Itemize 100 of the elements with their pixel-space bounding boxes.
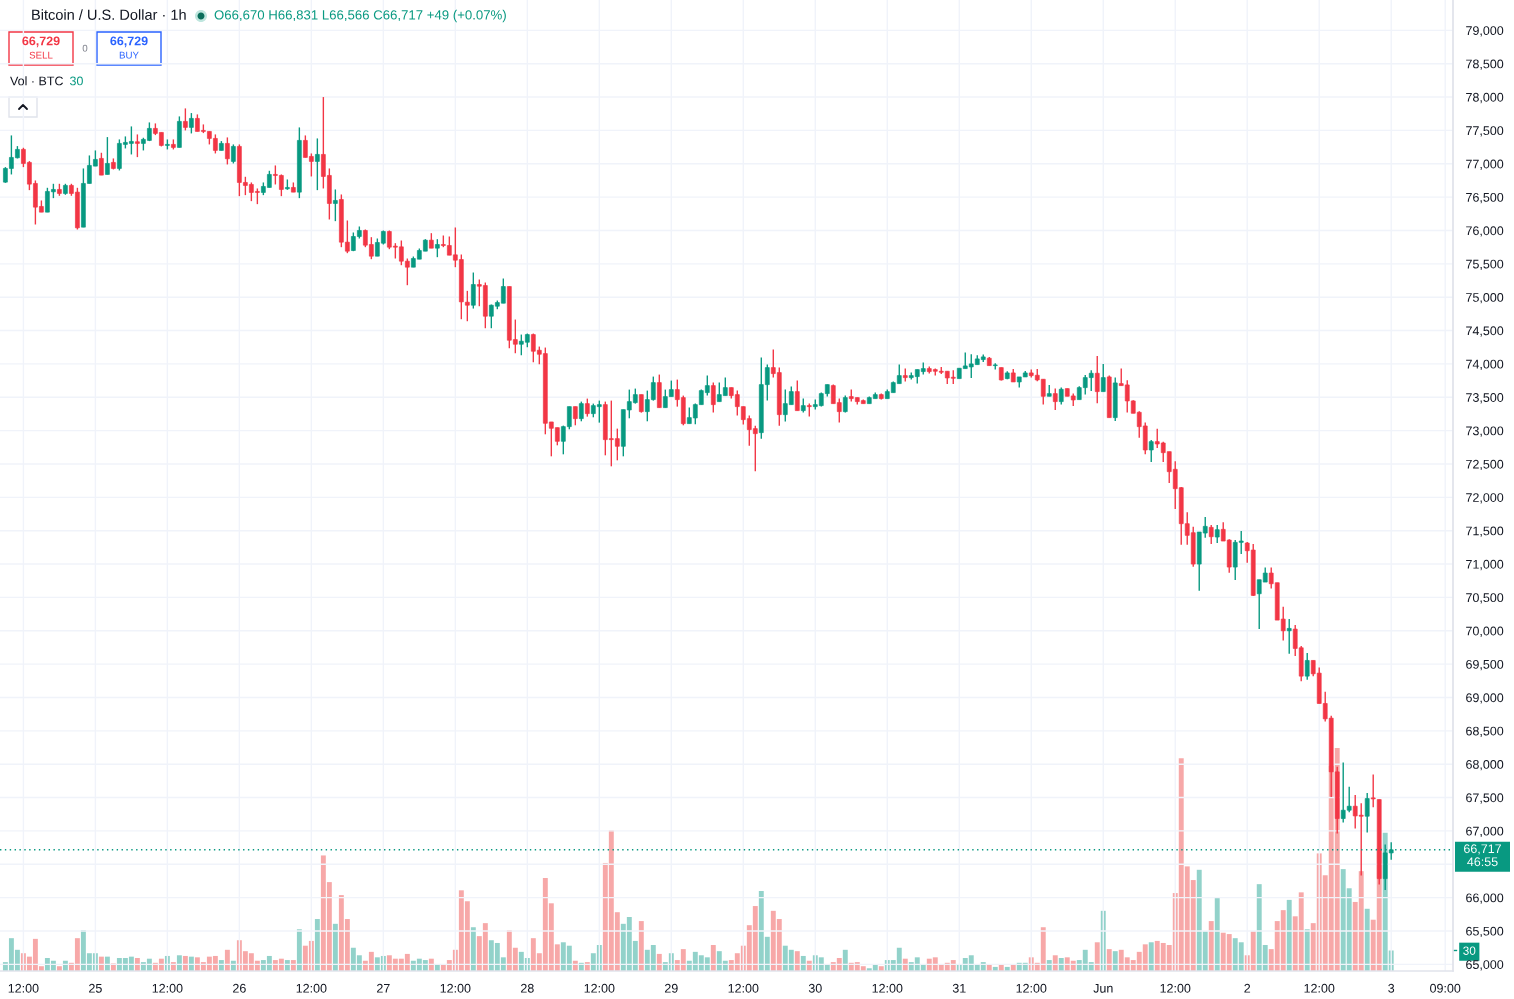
candlestick <box>1052 387 1058 411</box>
bar <box>842 949 848 971</box>
x-tick-label: 12:00 <box>584 983 615 993</box>
y-tick-label: 69,000 <box>1466 693 1504 704</box>
bar <box>314 919 320 971</box>
candlestick <box>710 381 716 414</box>
y-tick-label: 74,000 <box>1466 359 1504 371</box>
y-tick-label: 79,000 <box>1466 26 1504 37</box>
y-tick-label: 65,500 <box>1466 926 1504 938</box>
ref-line-label: 66,717 <box>1464 844 1501 855</box>
candlestick <box>572 405 578 426</box>
candlestick <box>1208 524 1214 545</box>
bar <box>638 921 644 971</box>
x-tick-label: 30 <box>808 983 822 993</box>
x-tick-label: 12:00 <box>8 983 39 993</box>
annotation: SELL <box>29 51 53 59</box>
candlestick <box>584 397 590 418</box>
x-tick-label: 25 <box>89 983 102 993</box>
y-tick-label: 75,000 <box>1466 293 1504 304</box>
candlestick <box>1364 792 1370 834</box>
y-tick-label: 71,500 <box>1466 526 1504 537</box>
y-tick-label: 73,000 <box>1466 426 1504 437</box>
bar <box>710 945 716 971</box>
y-tick-label: 70,000 <box>1466 626 1504 637</box>
y-tick-label: 71,000 <box>1466 559 1504 571</box>
y-tick-label: 67,500 <box>1466 793 1504 804</box>
x-tick-label: 09:00 <box>1430 983 1461 993</box>
x-tick-label: 12:00 <box>296 983 327 993</box>
bar <box>1094 942 1100 971</box>
y-tick-label: 72,000 <box>1466 493 1504 504</box>
chart-title: Bitcoin / U.S. Dollar · 1h <box>32 9 186 20</box>
bar <box>296 929 302 971</box>
y-tick-label: 77,500 <box>1466 126 1504 137</box>
candlestick <box>578 400 584 422</box>
annotation: Vol · BTC <box>10 76 64 86</box>
x-tick-label: 29 <box>664 983 678 993</box>
candlestick <box>435 238 440 258</box>
x-tick-label: 27 <box>377 983 390 993</box>
bar <box>1106 949 1112 971</box>
y-tick-label: 76,000 <box>1466 226 1504 237</box>
annotation: 0 <box>82 44 88 52</box>
x-tick-label: Jun <box>1093 983 1113 993</box>
y-tick-label: 67,000 <box>1466 826 1504 838</box>
bar <box>332 923 338 971</box>
annotation: 30 <box>69 76 83 86</box>
annotation: BUY <box>119 51 139 59</box>
candlestick <box>794 379 800 412</box>
x-tick-label: 2 <box>1244 983 1251 993</box>
candlestick <box>1148 439 1154 463</box>
candlestick <box>1100 363 1106 393</box>
y-tick-label: 78,500 <box>1466 59 1504 70</box>
candlestick <box>315 137 320 191</box>
y-tick-label: 78,000 <box>1466 92 1504 104</box>
y-tick-label: 77,000 <box>1466 159 1504 170</box>
y-tick-label: 69,500 <box>1466 659 1504 671</box>
candlestick <box>225 136 230 166</box>
candlestick <box>183 107 188 132</box>
x-tick-label: 3 <box>1388 983 1395 993</box>
x-tick-label: 26 <box>233 983 246 993</box>
x-tick-label: 12:00 <box>152 983 183 993</box>
x-tick-label: 31 <box>952 983 966 993</box>
y-tick-label: 75,500 <box>1466 259 1504 270</box>
y-tick-label: 68,500 <box>1466 726 1504 737</box>
bar <box>1052 955 1058 971</box>
bar <box>794 951 800 971</box>
candlestick <box>99 152 104 176</box>
candlestick <box>1304 652 1310 681</box>
bar <box>470 927 476 971</box>
candlestick <box>135 133 140 158</box>
candlestick <box>105 136 110 176</box>
x-tick-label: 12:00 <box>1160 983 1191 993</box>
x-tick-label: 28 <box>521 983 534 993</box>
annotation: 66,729 <box>22 36 60 48</box>
y-tick-label: 65,000 <box>1466 960 1504 971</box>
y-tick-label: 72,500 <box>1466 459 1504 471</box>
y-tick-label: 66,000 <box>1466 893 1504 904</box>
text: 46:55 <box>1467 857 1498 867</box>
bar <box>1304 929 1310 971</box>
y2-tick-label: 30 <box>1463 946 1476 955</box>
bar <box>1364 908 1370 971</box>
bar <box>1286 899 1292 971</box>
x-tick-label: 12:00 <box>728 983 759 993</box>
y-tick-label: 70,500 <box>1466 593 1504 604</box>
candlestick <box>638 393 644 414</box>
candlestick <box>231 143 236 165</box>
candlestick <box>471 271 476 310</box>
candlestick <box>189 112 194 135</box>
bar <box>176 955 182 971</box>
y-tick-label: 73,500 <box>1466 393 1504 404</box>
annotation: 66,729 <box>110 36 148 48</box>
candlestick <box>1094 355 1100 404</box>
y-tick-label: 74,500 <box>1466 326 1504 337</box>
x-tick-label: 12:00 <box>440 983 471 993</box>
y-tick-label: 68,000 <box>1466 759 1504 771</box>
bar <box>224 949 230 971</box>
candlestick <box>1286 618 1292 655</box>
candlestick <box>1214 524 1220 544</box>
annotation: O66,670 H66,831 L66,566 C66,717 +49 (+0.07%) <box>214 9 506 23</box>
bar <box>1148 942 1154 971</box>
bar <box>1112 951 1118 971</box>
